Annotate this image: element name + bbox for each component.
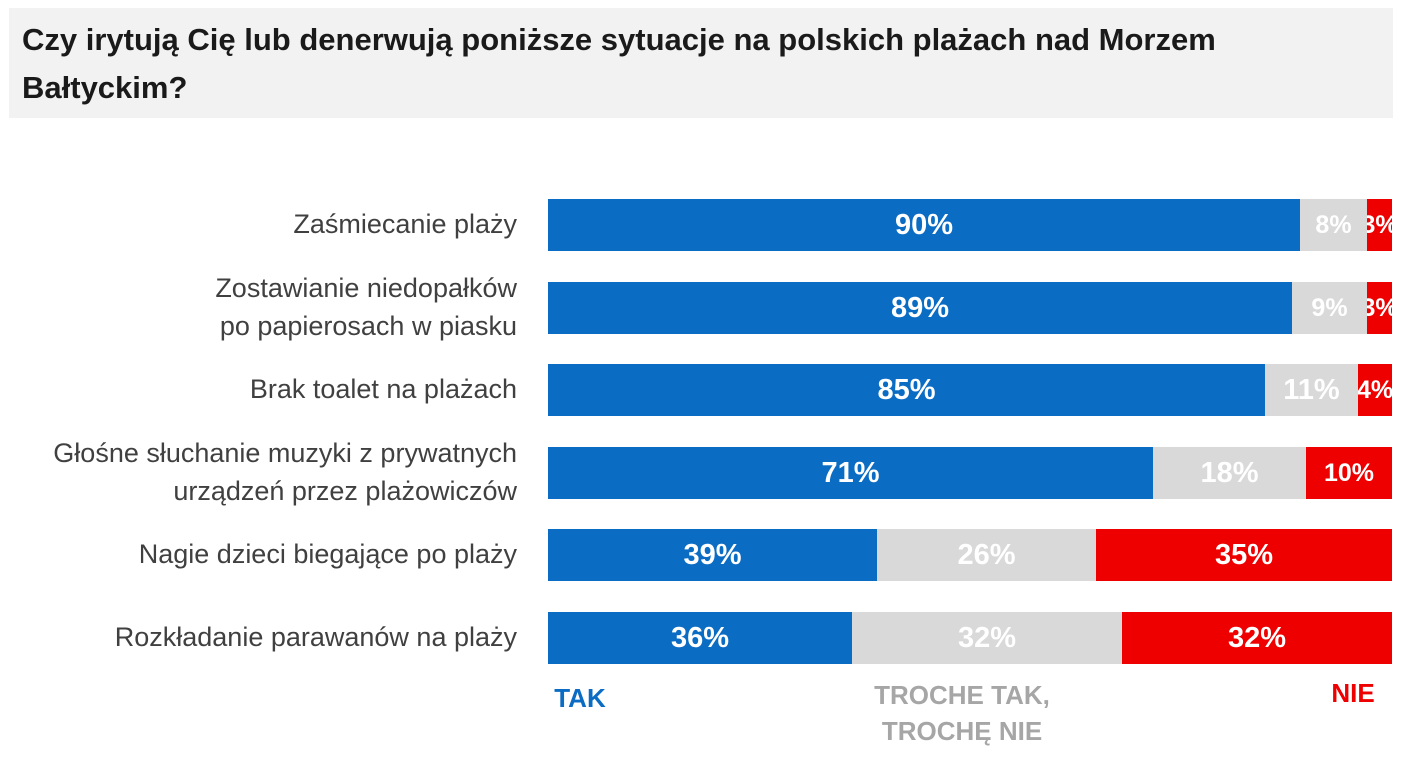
bar-nie: 10%	[1306, 447, 1392, 499]
category-label: Zaśmiecanie plaży	[293, 205, 517, 243]
bar-troche: 32%	[852, 612, 1122, 664]
data-label: 32%	[1227, 621, 1287, 654]
category-label-line: Nagie dzieci biegające po plaży	[138, 539, 517, 569]
data-label: 8%	[1315, 210, 1352, 239]
category-label-line: po papierosach w piasku	[219, 311, 517, 341]
bar-tak: 85%	[548, 364, 1265, 416]
data-label: 71%	[821, 456, 880, 489]
category-label-line: Zostawianie niedopałków	[215, 273, 517, 303]
legend-line: NIE	[1331, 678, 1375, 708]
data-label: 89%	[890, 291, 950, 324]
data-label: 3%	[1367, 210, 1392, 239]
data-label: 11%	[1283, 373, 1340, 406]
data-label: 26%	[957, 538, 1016, 571]
data-label: 85%	[877, 373, 936, 406]
chart-title: Czy irytują Cię lub denerwują poniższe s…	[22, 22, 1216, 105]
bar-tak: 36%	[548, 612, 852, 664]
title-banner	[9, 8, 1393, 118]
category-label: Rozkładanie parawanów na plaży	[115, 618, 517, 656]
legend-nie: NIE	[1303, 675, 1403, 711]
data-label: 3%	[1367, 293, 1392, 322]
bar-troche: 8%	[1300, 199, 1367, 251]
category-label-line: Brak toalet na plażach	[249, 374, 517, 404]
bar-tak: 89%	[548, 282, 1292, 334]
category-label: Zostawianie niedopałków po papierosach w …	[215, 269, 517, 345]
bar-nie: 32%	[1122, 612, 1392, 664]
category-label-line: Rozkładanie parawanów na plaży	[114, 622, 517, 652]
bar-troche: 11%	[1265, 364, 1358, 416]
category-label-line: Zaśmiecanie plaży	[293, 209, 517, 239]
category-label: Głośne słuchanie muzyki z prywatnych urzą…	[53, 434, 517, 510]
data-label: 9%	[1311, 293, 1348, 322]
data-label: 90%	[894, 208, 954, 241]
data-label: 39%	[683, 538, 742, 571]
legend-tak: TAK	[530, 680, 630, 716]
category-label-line: urządzeń przez plażowiczów	[173, 476, 517, 506]
category-label: Nagie dzieci biegające po plaży	[139, 535, 517, 573]
bar-troche: 18%	[1153, 447, 1306, 499]
data-label: 36%	[670, 621, 730, 654]
bar-nie: 3%	[1367, 282, 1392, 334]
bar-troche: 26%	[877, 529, 1096, 581]
bar-tak: 90%	[548, 199, 1300, 251]
data-label: 35%	[1214, 538, 1274, 571]
bar-nie: 3%	[1367, 199, 1392, 251]
bar-tak: 39%	[548, 529, 877, 581]
bar-nie: 35%	[1096, 529, 1392, 581]
data-label: 10%	[1323, 458, 1375, 487]
legend-troche: TROCHE TAK, TROCHĘ NIE	[842, 677, 1082, 749]
data-label: 4%	[1358, 375, 1392, 404]
legend-line: TAK	[554, 683, 606, 713]
data-label: 32%	[957, 621, 1017, 654]
category-label-line: Głośne słuchanie muzyki z prywatnych	[53, 438, 517, 468]
bar-tak: 71%	[548, 447, 1153, 499]
legend-line: TROCHE TAK,	[874, 680, 1050, 710]
bar-troche: 9%	[1292, 282, 1367, 334]
legend-line: TROCHĘ NIE	[881, 716, 1043, 746]
bar-nie: 4%	[1358, 364, 1392, 416]
data-label: 18%	[1200, 456, 1259, 489]
category-label: Brak toalet na plażach	[250, 370, 517, 408]
